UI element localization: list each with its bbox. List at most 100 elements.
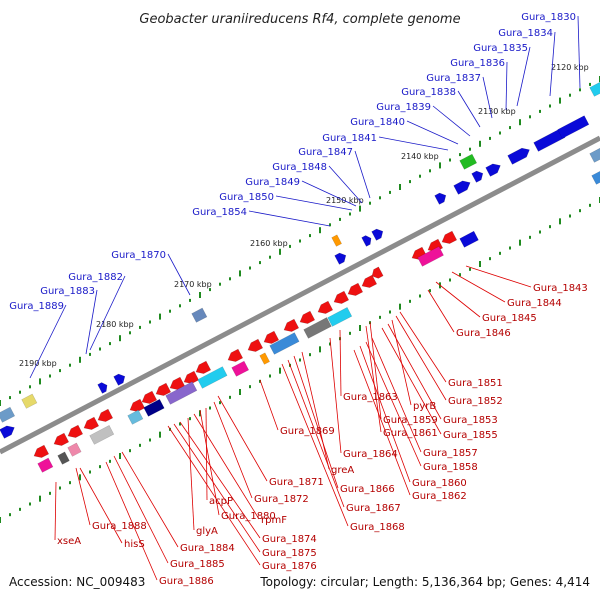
gene-label[interactable]: Gura_1880: [221, 511, 276, 522]
reverse-cds[interactable]: [89, 425, 115, 445]
gene-label[interactable]: Gura_1834: [498, 28, 553, 39]
gene-label[interactable]: Gura_1858: [423, 462, 478, 473]
forward-cds[interactable]: [453, 178, 473, 195]
reverse-cds[interactable]: [316, 300, 334, 316]
forward-cds[interactable]: [589, 147, 600, 163]
reverse-cds[interactable]: [269, 332, 300, 355]
reverse-cds[interactable]: [282, 318, 300, 334]
reverse-cds[interactable]: [262, 330, 280, 346]
reverse-cds[interactable]: [140, 390, 158, 406]
reverse-cds[interactable]: [127, 409, 144, 425]
gene-label[interactable]: Gura_1852: [448, 396, 503, 407]
gene-label[interactable]: Gura_1855: [443, 430, 498, 441]
reverse-cds[interactable]: [154, 382, 172, 398]
reverse-cds[interactable]: [96, 408, 114, 424]
forward-cds[interactable]: [557, 115, 590, 139]
gene-label[interactable]: Gura_1835: [473, 43, 528, 54]
forward-cds[interactable]: [334, 251, 348, 265]
reverse-cds[interactable]: [417, 246, 444, 267]
forward-cds[interactable]: [21, 393, 38, 409]
gene-label[interactable]: xseA: [57, 536, 81, 547]
gene-label[interactable]: Gura_1864: [343, 449, 398, 460]
gene-label[interactable]: Gura_1853: [443, 415, 498, 426]
gene-label[interactable]: Gura_1870: [111, 250, 166, 261]
gene-label[interactable]: Gura_1869: [280, 426, 335, 437]
reverse-cds[interactable]: [259, 352, 270, 365]
reverse-cds[interactable]: [82, 416, 100, 432]
gene-label[interactable]: Gura_1845: [482, 313, 537, 324]
gene-label[interactable]: Gura_1874: [262, 534, 317, 545]
forward-cds[interactable]: [507, 145, 532, 165]
reverse-cds[interactable]: [165, 381, 198, 405]
reverse-cds[interactable]: [346, 282, 364, 298]
reverse-cds[interactable]: [66, 424, 84, 440]
forward-cds[interactable]: [191, 307, 208, 323]
forward-cds[interactable]: [97, 381, 110, 394]
gene-label[interactable]: hisS: [124, 539, 145, 550]
reverse-cds[interactable]: [52, 432, 70, 448]
forward-cds[interactable]: [434, 191, 448, 205]
forward-cds[interactable]: [589, 81, 600, 97]
reverse-cds[interactable]: [194, 360, 212, 376]
forward-cds[interactable]: [113, 372, 127, 386]
gene-label[interactable]: Gura_1857: [423, 448, 478, 459]
gene-label[interactable]: Gura_1867: [346, 503, 401, 514]
reverse-cds[interactable]: [591, 170, 600, 185]
gene-label[interactable]: Gura_1843: [533, 283, 588, 294]
forward-cds[interactable]: [471, 169, 485, 183]
reverse-cds[interactable]: [360, 274, 378, 290]
reverse-cds[interactable]: [57, 451, 70, 465]
gene-label[interactable]: pyrB: [413, 401, 436, 412]
gene-label[interactable]: Gura_1883: [40, 286, 95, 297]
gene-label[interactable]: Gura_1854: [192, 207, 247, 218]
gene-label[interactable]: greA: [331, 465, 354, 476]
gene-label[interactable]: acpP: [209, 496, 233, 507]
reverse-cds[interactable]: [128, 398, 146, 414]
forward-cds[interactable]: [331, 234, 342, 247]
gene-label[interactable]: Gura_1882: [68, 272, 123, 283]
gene-label[interactable]: Gura_1886: [159, 576, 214, 587]
gene-label[interactable]: Gura_1859: [383, 415, 438, 426]
gene-label[interactable]: Gura_1848: [272, 162, 327, 173]
gene-label[interactable]: Gura_1846: [456, 328, 511, 339]
gene-label[interactable]: rpmF: [261, 515, 287, 526]
gene-label[interactable]: Gura_1851: [448, 378, 503, 389]
gene-label[interactable]: glyA: [196, 526, 218, 537]
forward-cds[interactable]: [485, 161, 503, 177]
gene-label[interactable]: Gura_1849: [245, 177, 300, 188]
reverse-cds[interactable]: [37, 457, 54, 473]
reverse-cds[interactable]: [226, 348, 244, 364]
gene-label[interactable]: Gura_1841: [322, 133, 377, 144]
gene-label[interactable]: Gura_1872: [254, 494, 309, 505]
gene-label[interactable]: Gura_1836: [450, 58, 505, 69]
reverse-cds[interactable]: [303, 317, 332, 339]
gene-label[interactable]: Gura_1839: [376, 102, 431, 113]
gene-label[interactable]: Gura_1840: [350, 117, 405, 128]
gene-label[interactable]: Gura_1838: [401, 87, 456, 98]
reverse-cds[interactable]: [231, 360, 250, 377]
reverse-cds[interactable]: [459, 230, 479, 248]
gene-label[interactable]: Gura_1861: [383, 428, 438, 439]
forward-cds[interactable]: [361, 234, 374, 247]
gene-label[interactable]: Gura_1884: [180, 543, 235, 554]
gene-label[interactable]: Gura_1888: [92, 521, 147, 532]
reverse-cds[interactable]: [246, 338, 264, 354]
reverse-cds[interactable]: [32, 444, 50, 460]
gene-label[interactable]: Gura_1885: [170, 559, 225, 570]
reverse-cds[interactable]: [370, 266, 384, 280]
reverse-cds[interactable]: [197, 366, 228, 389]
gene-label[interactable]: Gura_1847: [298, 147, 353, 158]
forward-cds[interactable]: [371, 227, 385, 241]
gene-label[interactable]: Gura_1863: [343, 392, 398, 403]
gene-label[interactable]: Gura_1860: [412, 478, 467, 489]
forward-cds[interactable]: [0, 406, 16, 423]
reverse-cds[interactable]: [327, 307, 353, 327]
gene-label[interactable]: Gura_1871: [269, 477, 324, 488]
gene-label[interactable]: Gura_1875: [262, 548, 317, 559]
reverse-cds[interactable]: [298, 310, 316, 326]
gene-label[interactable]: Gura_1889: [9, 301, 64, 312]
reverse-cds[interactable]: [332, 290, 350, 306]
gene-label[interactable]: Gura_1876: [262, 561, 317, 572]
gene-label[interactable]: Gura_1866: [340, 484, 395, 495]
gene-label[interactable]: Gura_1844: [507, 298, 562, 309]
